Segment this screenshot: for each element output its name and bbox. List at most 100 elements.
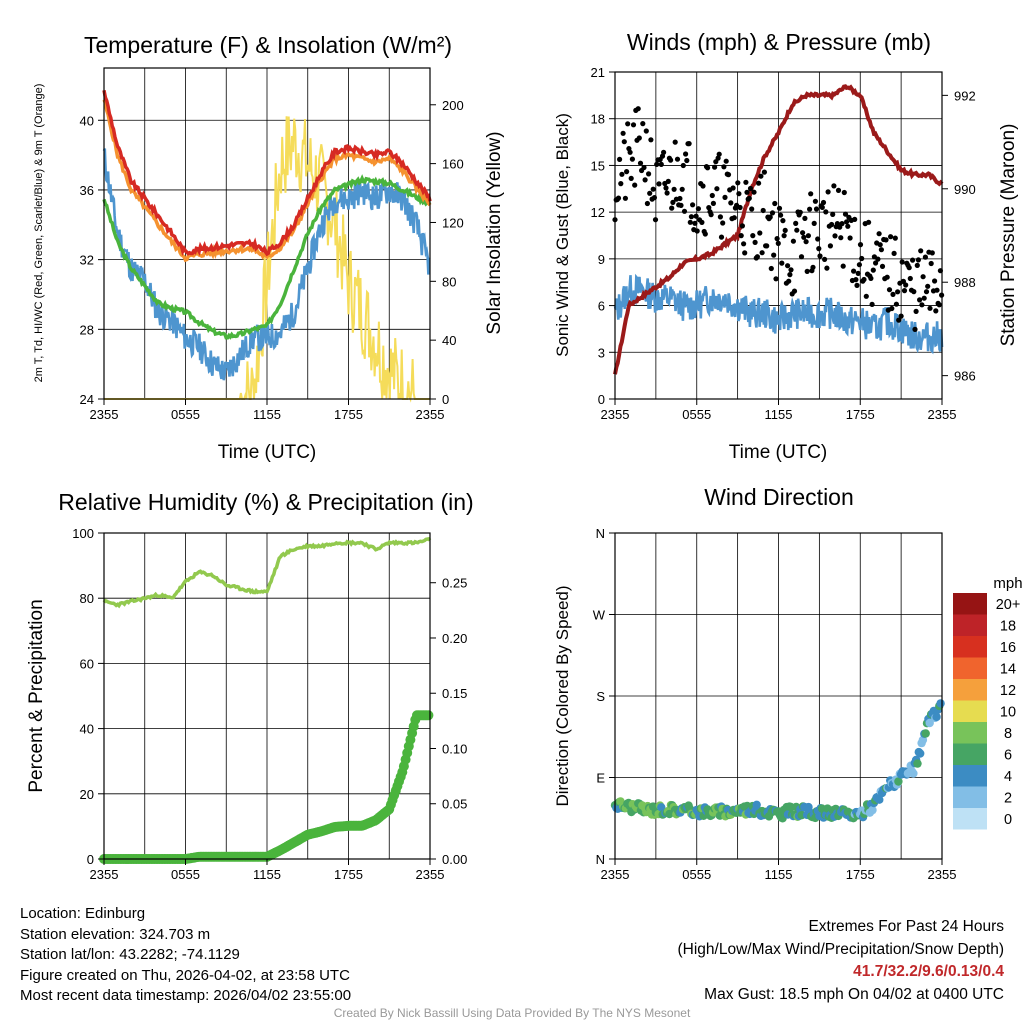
gust-point xyxy=(779,260,785,266)
y2-tick-label: 0.15 xyxy=(442,686,467,701)
wind-direction-point xyxy=(932,712,941,722)
gust-point xyxy=(845,223,851,229)
gust-point xyxy=(669,205,675,211)
y-tick-label: W xyxy=(593,608,606,623)
extremes-info: Extremes For Past 24 Hours (High/Low/Max… xyxy=(678,916,1005,1006)
gust-point xyxy=(901,288,908,294)
gust-point xyxy=(832,233,838,239)
y-tick-label: 60 xyxy=(80,656,94,671)
gust-point xyxy=(715,155,721,161)
wind-direction-point xyxy=(936,699,945,708)
gust-point xyxy=(619,171,625,177)
gust-point xyxy=(820,199,827,206)
humidity-ylabel: Percent & Precipitation xyxy=(26,599,47,792)
gust-point xyxy=(802,215,808,221)
gust-point xyxy=(934,287,940,293)
y2-tick-label: 992 xyxy=(954,88,976,103)
gust-point xyxy=(801,234,807,240)
gust-point xyxy=(644,200,651,207)
gust-point xyxy=(854,282,860,288)
x-tick-label: 2355 xyxy=(601,867,630,882)
y-tick-label: E xyxy=(596,771,605,786)
gust-point xyxy=(663,185,669,191)
gust-point xyxy=(922,254,929,260)
gust-point xyxy=(741,241,747,247)
y-tick-label: 18 xyxy=(591,112,605,127)
gust-point xyxy=(773,276,779,282)
colorbar-label: 16 xyxy=(1000,640,1016,656)
colorbar-swatch xyxy=(953,722,987,744)
gust-point xyxy=(635,106,641,112)
y2-tick-label: 80 xyxy=(442,274,456,289)
pressure-ylabel: Station Pressure (Maroon) xyxy=(998,124,1019,347)
gust-point xyxy=(615,195,622,201)
gust-point xyxy=(728,200,734,206)
gust-point xyxy=(769,210,776,216)
gust-point xyxy=(842,211,849,217)
gust-point xyxy=(879,263,886,269)
gust-point xyxy=(891,250,897,256)
temperature-grid xyxy=(104,68,430,400)
colorbar-label: 0 xyxy=(1004,812,1012,828)
gust-point xyxy=(805,233,812,239)
y-tick-label: 0 xyxy=(87,852,94,867)
gust-point xyxy=(756,180,762,186)
temperature-xlabel: Time (UTC) xyxy=(218,442,317,463)
gust-point xyxy=(646,171,652,177)
gust-point xyxy=(863,293,869,299)
gust-point xyxy=(873,260,879,266)
gust-point xyxy=(811,220,817,226)
winds-grid xyxy=(615,71,942,400)
gust-point xyxy=(932,278,938,284)
temperature-panel: Temperature (F) & Insolation (W/m²) 2355… xyxy=(33,32,505,463)
gust-point xyxy=(886,287,893,293)
y-tick-label: N xyxy=(596,526,605,541)
x-tick-label: 2355 xyxy=(928,407,957,422)
gust-point xyxy=(813,206,820,212)
gust-point xyxy=(840,263,846,269)
gust-point xyxy=(672,139,678,145)
gust-point xyxy=(890,291,896,297)
colorbar-label: 2 xyxy=(1004,791,1012,807)
extremes-description: (High/Low/Max Wind/Precipitation/Snow De… xyxy=(677,940,1005,958)
gust-point xyxy=(793,220,799,226)
gust-point xyxy=(791,288,798,294)
gust-point xyxy=(921,295,927,301)
gust-point xyxy=(700,183,706,189)
gust-point xyxy=(929,250,935,256)
gust-point xyxy=(647,190,653,196)
gust-point xyxy=(838,235,844,241)
wind-chill-line xyxy=(102,148,431,381)
wind-direction-series xyxy=(610,699,945,823)
gust-point xyxy=(759,250,765,256)
gust-point xyxy=(825,189,831,195)
gust-point xyxy=(936,302,942,308)
gust-point xyxy=(896,317,902,323)
gust-point xyxy=(717,214,724,220)
y2-tick-label: 0.10 xyxy=(442,741,467,756)
gust-point xyxy=(686,141,692,147)
wind-direction-point xyxy=(921,729,930,738)
gust-point xyxy=(721,164,727,170)
gust-point xyxy=(661,149,667,155)
y2-tick-label: 160 xyxy=(442,157,464,172)
y-tick-label: 28 xyxy=(80,322,94,337)
gust-point xyxy=(772,200,778,207)
gust-point xyxy=(641,164,647,171)
gust-point xyxy=(692,220,698,226)
gust-point xyxy=(819,204,825,210)
gust-point xyxy=(884,274,890,280)
gust-point xyxy=(780,218,786,224)
gust-point xyxy=(919,302,925,308)
temperature-ylabel: 2m T, Td, HI/WC (Red, Green, Scarlet/Blu… xyxy=(33,84,45,383)
winds-ticks: 2355 0555 1155 1755 235503691215182198698899… xyxy=(591,65,976,422)
gust-point xyxy=(723,158,729,164)
y-tick-label: 12 xyxy=(591,205,605,220)
gust-point xyxy=(750,233,756,239)
gust-point xyxy=(742,250,748,256)
gust-point xyxy=(746,195,752,201)
gust-point xyxy=(782,227,788,233)
latlon-text: Station lat/lon: 43.2282; -74.1129 xyxy=(20,946,240,963)
gust-point xyxy=(888,234,894,240)
